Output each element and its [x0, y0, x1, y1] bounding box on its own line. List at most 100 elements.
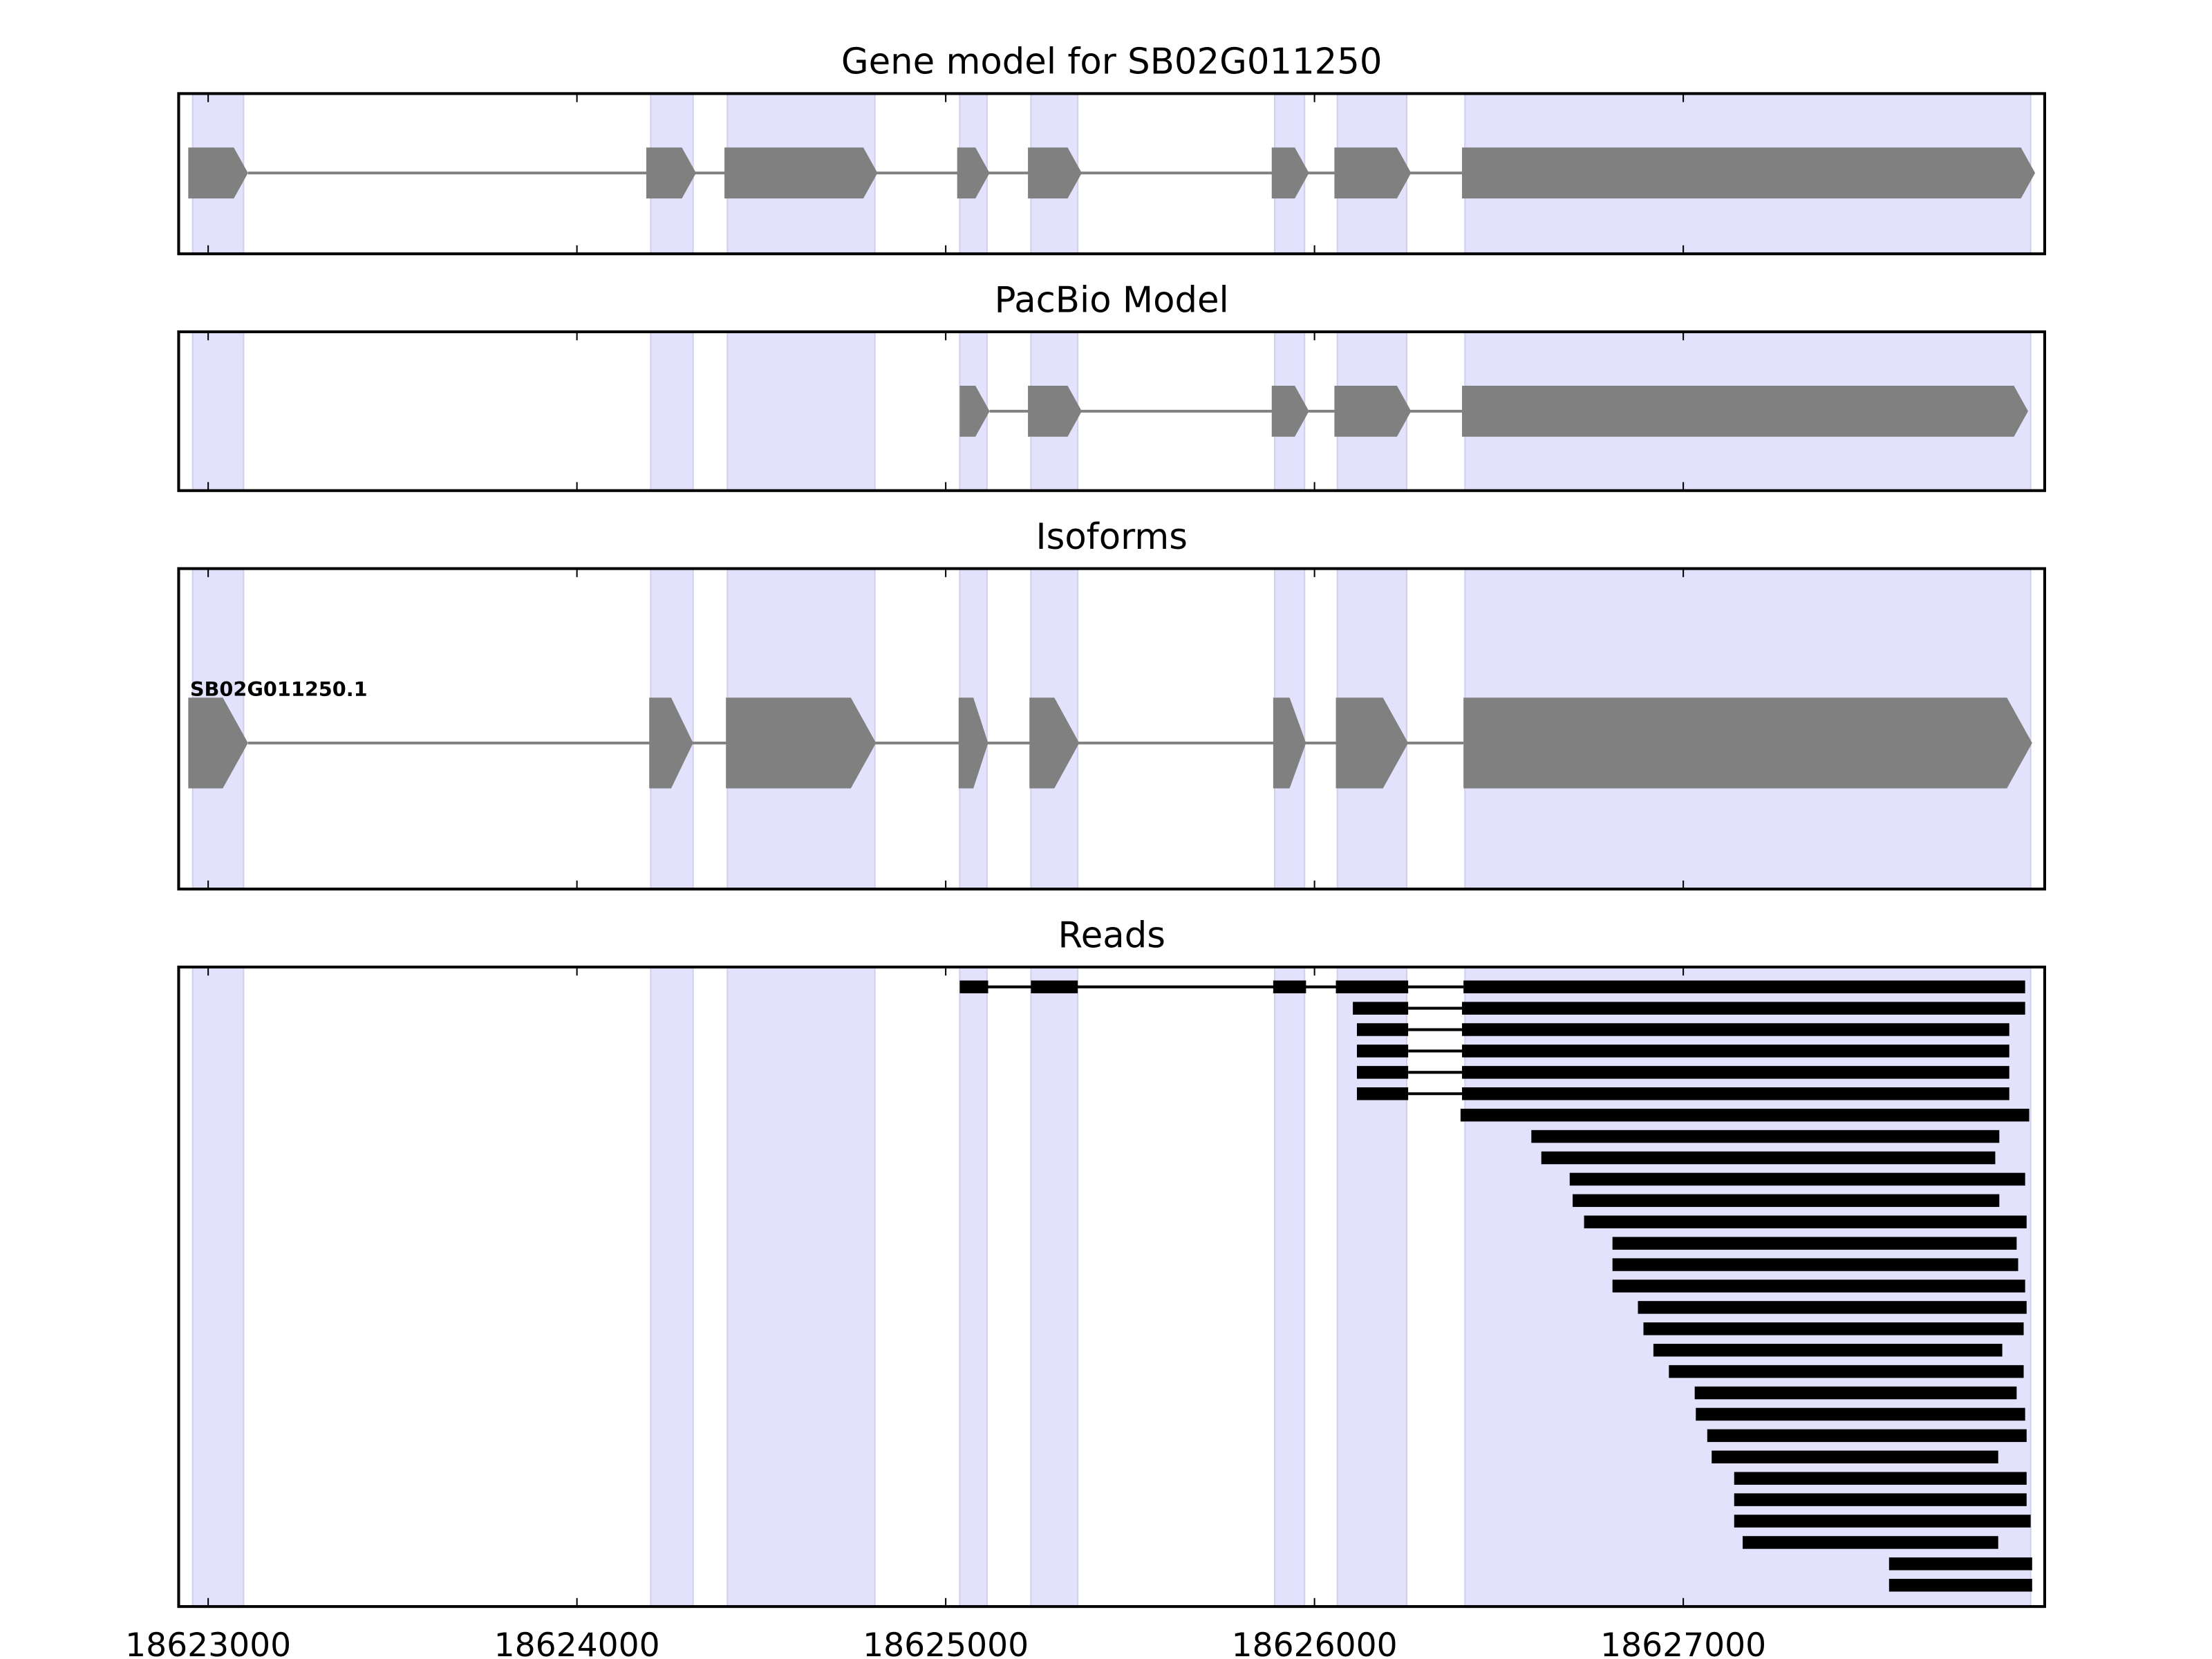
exon-shade [191, 330, 245, 491]
exon-arrow [724, 147, 878, 199]
exon-arrow [958, 697, 988, 789]
read-block [1643, 1322, 2024, 1335]
read-block [1569, 1172, 2025, 1186]
read-block [1734, 1493, 2027, 1506]
isoform-label: SB02G011250.1 [190, 677, 368, 701]
exon-shade [727, 330, 876, 491]
read-block [1584, 1215, 2027, 1228]
exon-arrow [646, 147, 696, 199]
read-block [1353, 1002, 1409, 1015]
read-17 [1653, 1343, 2003, 1357]
panel-title: Gene model for SB02G011250 [841, 41, 1382, 83]
read-block [1888, 1557, 2032, 1571]
panel-2: Isoforms SB02G011250.1 [177, 516, 2046, 891]
exon-arrow [1462, 147, 2036, 199]
read-block [1694, 1386, 2017, 1400]
x-tick-label: 18627000 [1600, 1627, 1766, 1659]
read-10 [1573, 1194, 2000, 1208]
read-27 [1888, 1557, 2032, 1571]
read-18 [1669, 1365, 2024, 1378]
exon-arrow [726, 697, 877, 789]
panel-1: PacBio Model [177, 279, 2046, 492]
read-block [1356, 1087, 1409, 1100]
exon-arrow [957, 147, 990, 199]
read-block [1707, 1429, 2027, 1443]
exon-arrow [188, 147, 248, 199]
read-block [1638, 1301, 2027, 1314]
read-block [1356, 1023, 1409, 1036]
read-block [1356, 1066, 1409, 1079]
read-block [1734, 1515, 2031, 1528]
exon-arrow [959, 385, 990, 437]
exon-arrow [1028, 147, 1082, 199]
panel-frame [177, 965, 2046, 1609]
read-13 [1612, 1258, 2018, 1271]
x-tick-label: 18625000 [863, 1627, 1029, 1659]
exon-arrow [1334, 147, 1412, 199]
panel-frame [177, 567, 2046, 891]
read-block [1462, 1002, 2025, 1015]
exon-arrow [649, 697, 693, 789]
read-block [1669, 1365, 2024, 1378]
read-block [1734, 1472, 2027, 1485]
panel-0: Gene model for SB02G011250 [177, 41, 2046, 256]
panel-3: Reads [177, 915, 2046, 1609]
read-4 [1356, 1066, 2009, 1079]
read-5 [1356, 1087, 2009, 1100]
read-8 [1541, 1151, 1996, 1165]
read-14 [1612, 1280, 2025, 1293]
read-block [1031, 980, 1078, 993]
panel-title: PacBio Model [995, 279, 1229, 321]
read-21 [1707, 1429, 2027, 1443]
exon-shade [650, 966, 694, 1608]
read-block [1653, 1343, 2003, 1357]
read-20 [1696, 1407, 2025, 1421]
read-9 [1569, 1172, 2025, 1186]
x-tick-label: 18624000 [494, 1627, 660, 1659]
read-6 [1460, 1108, 2030, 1122]
panel-title: Reads [1058, 915, 1165, 956]
read-16 [1643, 1322, 2024, 1335]
read-0 [959, 980, 2025, 993]
read-block [1696, 1407, 2025, 1421]
exon-arrow [1334, 385, 1412, 437]
read-block [1612, 1258, 2018, 1271]
read-11 [1584, 1215, 2027, 1228]
read-12 [1612, 1237, 2017, 1250]
exon-shade [1030, 966, 1079, 1608]
exon-shade [650, 330, 694, 491]
read-block [1356, 1044, 1409, 1058]
panel-title: Isoforms [1035, 516, 1187, 558]
read-block [1273, 980, 1306, 993]
exon-arrow [1271, 385, 1309, 437]
exon-arrow [188, 697, 248, 789]
panel-frame [177, 92, 2046, 256]
read-block [1743, 1536, 1998, 1549]
read-25 [1734, 1515, 2031, 1528]
read-15 [1638, 1301, 2027, 1314]
exon-shade [959, 966, 988, 1608]
read-block [1573, 1194, 2000, 1208]
x-tick-label: 18626000 [1232, 1627, 1398, 1659]
read-block [1462, 1023, 2009, 1036]
exon-arrow [1028, 385, 1082, 437]
panel-frame [177, 330, 2046, 492]
exon-arrow [1463, 697, 2032, 789]
read-block [959, 980, 988, 993]
read-block [1462, 1087, 2009, 1100]
read-block [1888, 1579, 2032, 1592]
exon-arrow [1335, 697, 1409, 789]
read-block [1541, 1151, 1996, 1165]
read-19 [1694, 1386, 2017, 1400]
read-2 [1356, 1023, 2009, 1036]
read-block [1335, 980, 1409, 993]
exon-arrow [1273, 697, 1306, 789]
read-3 [1356, 1044, 2009, 1058]
read-28 [1888, 1579, 2032, 1592]
read-1 [1353, 1002, 2025, 1015]
read-26 [1743, 1536, 1998, 1549]
x-tick-label: 18623000 [125, 1627, 291, 1659]
exon-shade [727, 966, 876, 1608]
read-block [1612, 1237, 2017, 1250]
